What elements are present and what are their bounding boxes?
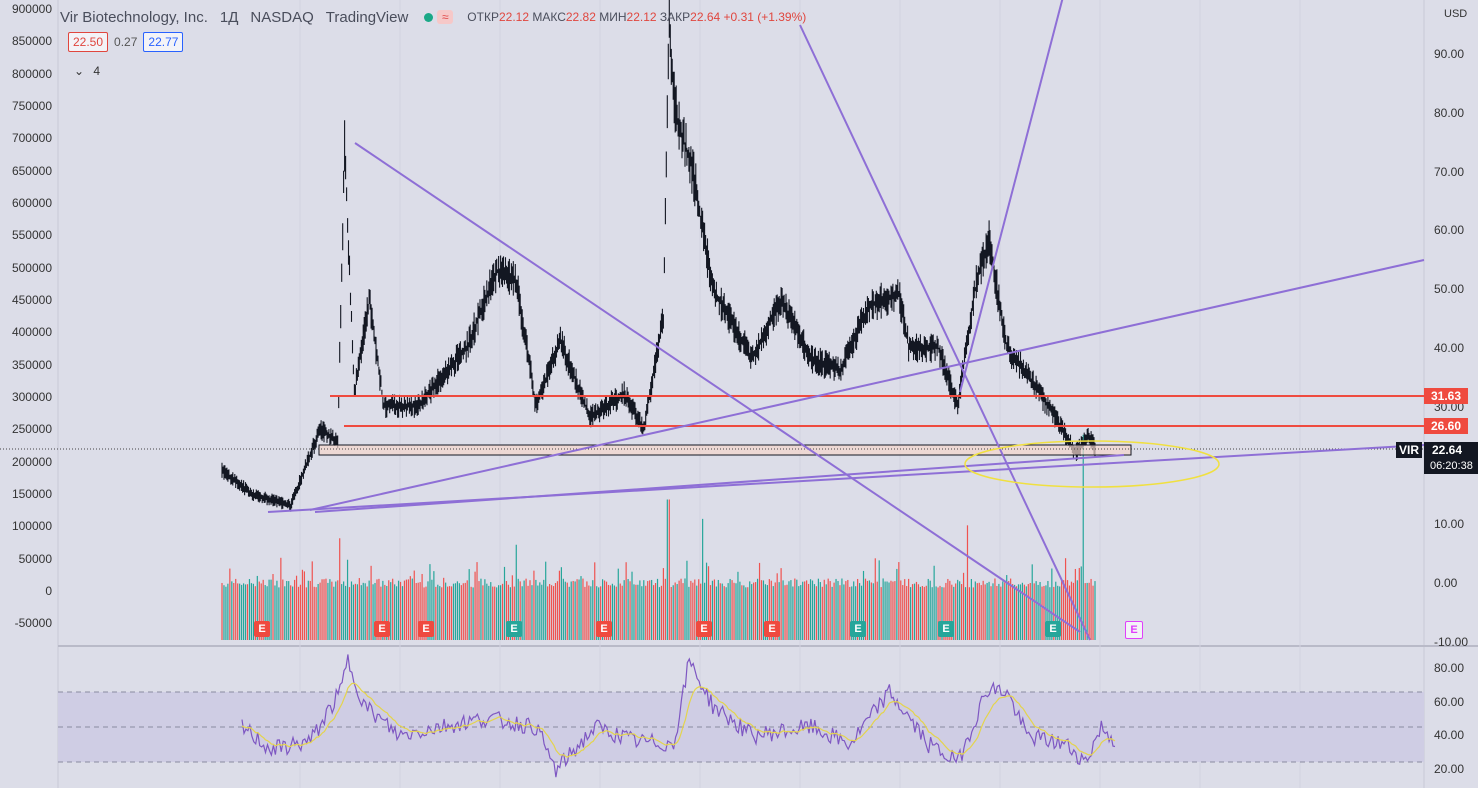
earnings-e-icon[interactable]: E — [850, 621, 866, 637]
earnings-e-icon[interactable]: E — [254, 621, 270, 637]
open-label: ОТКР — [467, 10, 499, 24]
volume-tick-label: -50000 — [14, 616, 52, 631]
volume-tick-label: 600000 — [11, 196, 52, 210]
change-value: +0.31 (+1.39%) — [723, 10, 807, 24]
rsi-tick-label: 60.00 — [1434, 694, 1465, 709]
chevron-down-icon: ⌄ — [74, 64, 85, 78]
trend-line — [314, 454, 1125, 513]
volume-tick-label: 650000 — [11, 163, 52, 178]
high-value: 22.82 — [565, 10, 596, 24]
volume-tick-label: 800000 — [11, 66, 52, 81]
price-candles — [221, 0, 1096, 512]
earnings-e-icon[interactable]: E — [418, 621, 434, 637]
close-label: ЗАКР — [659, 10, 691, 24]
source-label: TradingView — [325, 8, 409, 26]
low-label: МИН — [599, 10, 627, 24]
trend-line — [959, 0, 1064, 393]
symbol-tag: VIR — [1396, 442, 1422, 458]
volume-tick-label: 700000 — [11, 131, 52, 146]
spread-value: 0.27 — [114, 35, 138, 49]
volume-tick-label: 250000 — [11, 422, 52, 437]
earnings-e-icon[interactable]: E — [596, 621, 612, 637]
volume-tick-label: 150000 — [11, 487, 52, 501]
volume-tick-label: 750000 — [11, 99, 52, 113]
ohlc-values: ОТКР22.12 МАКС22.82 МИН22.12 ЗАКР22.64 +… — [467, 10, 806, 24]
rsi-line — [241, 654, 1116, 778]
trend-line — [354, 142, 1081, 633]
volume-tick-label: 450000 — [11, 293, 52, 307]
earnings-e-icon[interactable]: E — [696, 621, 712, 637]
price-tick-label: 50.00 — [1434, 282, 1465, 297]
price-tick-label: 60.00 — [1434, 223, 1465, 238]
volume-tick-label: 50000 — [18, 551, 52, 566]
rsi-ma-line — [241, 682, 1116, 758]
volume-tick-label: 300000 — [11, 390, 52, 404]
price-tick-label: 40.00 — [1434, 340, 1465, 355]
support-zone — [318, 444, 1132, 456]
symbol-legend: Vir Biotechnology, Inc. 1Д NASDAQ Tradin… — [60, 4, 806, 30]
symbol-title[interactable]: Vir Biotechnology, Inc. — [60, 8, 208, 26]
close-value: 22.64 — [690, 10, 721, 24]
price-tick-label: -10.00 — [1434, 634, 1469, 649]
volume-tick-label: 0 — [45, 584, 52, 598]
price-tick-label: 10.00 — [1434, 517, 1465, 532]
rsi-tick-label: 20.00 — [1434, 762, 1465, 776]
market-open-dot-icon — [424, 12, 434, 22]
volume-tick-label: 850000 — [11, 34, 52, 49]
volume-tick-label: 500000 — [11, 260, 52, 275]
volume-tick-label: 200000 — [11, 454, 52, 469]
countdown-tag: 06:20:38 — [1424, 458, 1478, 474]
price-tick-label: 70.00 — [1434, 164, 1465, 179]
interval-label[interactable]: 1Д — [219, 8, 239, 26]
earnings-e-icon[interactable]: E — [1045, 621, 1061, 637]
currency-label[interactable]: USD — [1444, 8, 1468, 20]
exchange-label: NASDAQ — [250, 8, 314, 26]
level-price-tag[interactable]: 26.60 — [1424, 418, 1468, 434]
volume-tick-label: 100000 — [11, 519, 52, 534]
level-price-tag[interactable]: 31.63 — [1424, 388, 1468, 404]
wave-icon[interactable]: ≈ — [437, 10, 454, 24]
volume-tick-label: 400000 — [11, 325, 52, 340]
rsi-tick-label: 80.00 — [1434, 661, 1465, 675]
price-tick-label: 90.00 — [1434, 47, 1465, 61]
volume-tick-label: 350000 — [11, 357, 52, 372]
price-tick-label: 80.00 — [1434, 105, 1465, 120]
rsi-tick-label: 40.00 — [1434, 728, 1465, 743]
earnings-e-icon[interactable]: E — [1125, 621, 1143, 639]
trend-line — [309, 259, 1425, 511]
volume-tick-label: 550000 — [11, 228, 52, 243]
low-value: 22.12 — [626, 10, 657, 24]
earnings-e-icon[interactable]: E — [938, 621, 954, 637]
earnings-e-icon[interactable]: E — [506, 621, 522, 637]
highlight-ellipse — [964, 440, 1220, 488]
earnings-e-icon[interactable]: E — [374, 621, 390, 637]
indicators-toggle[interactable]: ⌄ 4 — [74, 64, 100, 78]
high-label: МАКС — [532, 10, 566, 24]
trend-line — [799, 24, 1091, 641]
last-price-tag: 22.64 — [1424, 442, 1478, 458]
volume-tick-label: 900000 — [11, 2, 52, 16]
sell-button[interactable]: 22.50 — [68, 32, 109, 52]
open-value: 22.12 — [498, 10, 529, 24]
buy-button[interactable]: 22.77 — [143, 32, 184, 52]
earnings-e-icon[interactable]: E — [764, 621, 780, 637]
price-tick-label: 0.00 — [1434, 576, 1458, 590]
indicator-count: 4 — [93, 64, 101, 78]
trade-buttons: 22.50 0.27 22.77 — [68, 32, 184, 52]
